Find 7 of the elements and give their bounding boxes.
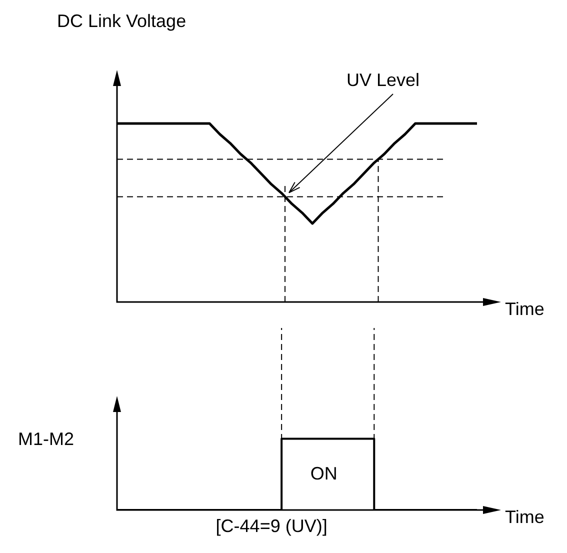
- annotation: ON: [310, 463, 338, 484]
- x-axis-title: Time: [505, 298, 544, 319]
- text: [C-44=9 (UV)]: [216, 516, 328, 536]
- x-axis-title: Time: [505, 506, 544, 527]
- y-axis-title: M1-M2: [18, 428, 74, 449]
- text: UV Level: [346, 70, 420, 90]
- y-axis-title: DC Link Voltage: [57, 10, 186, 31]
